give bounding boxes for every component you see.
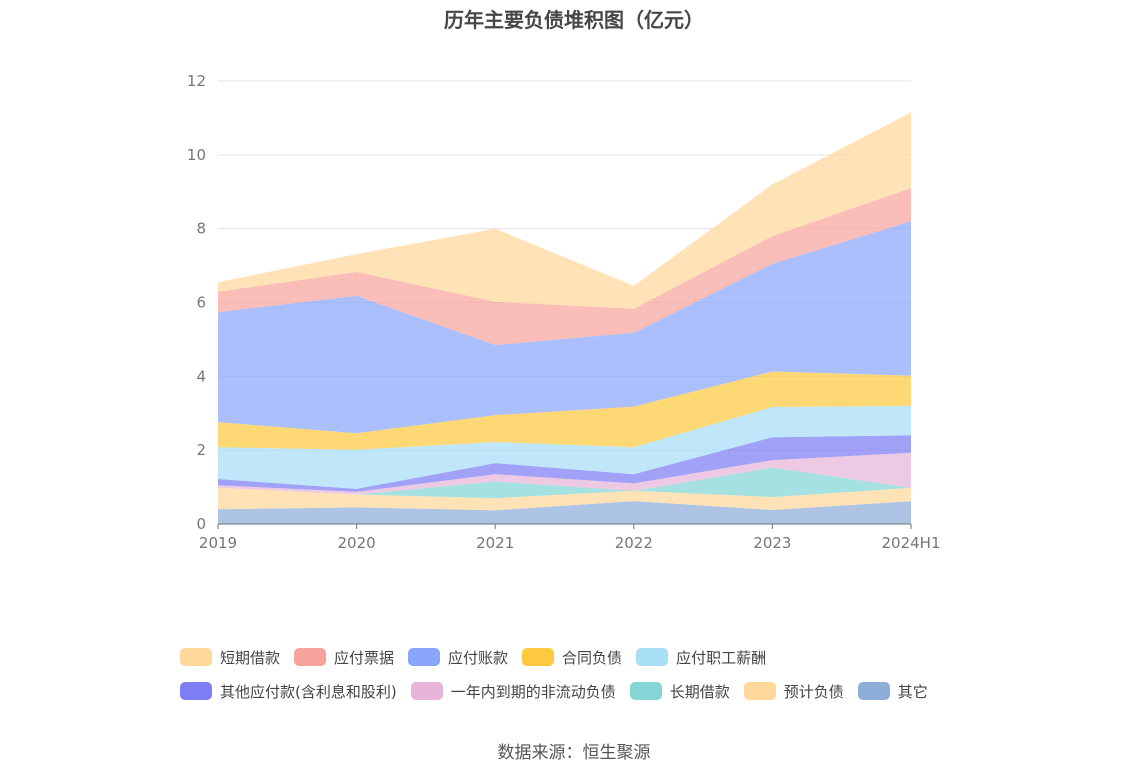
area-series-8 bbox=[218, 188, 911, 345]
x-tick-label: 2024H1 bbox=[882, 534, 941, 552]
x-tick-label: 2020 bbox=[338, 534, 376, 552]
area-series-9 bbox=[218, 112, 911, 309]
legend-label: 应付票据 bbox=[334, 648, 395, 667]
legend-label: 合同负债 bbox=[562, 648, 623, 667]
area-series-layer bbox=[218, 112, 911, 524]
area-series-1 bbox=[218, 487, 911, 511]
area-series-0 bbox=[218, 501, 911, 524]
y-tick-label: 2 bbox=[196, 441, 206, 459]
area-series-7 bbox=[218, 221, 911, 434]
area-series-6 bbox=[218, 371, 911, 450]
legend-label: 应付职工薪酬 bbox=[676, 648, 767, 667]
legend-swatch bbox=[180, 682, 212, 700]
axes: 0 2 4 6 8 10 12 2019 2020 2021 2022 2023 2024H1 bbox=[187, 72, 941, 552]
legend-swatch bbox=[743, 682, 776, 700]
legend-label: 一年内到期的非流动负债 bbox=[450, 682, 616, 701]
y-tick-label: 6 bbox=[196, 294, 206, 312]
chart-title: 历年主要负债堆积图（亿元） bbox=[444, 8, 704, 32]
data-source-note: 数据来源：恒生聚源 bbox=[497, 743, 651, 763]
y-tick-label: 10 bbox=[187, 146, 206, 164]
legend-item[interactable]: 预计负债 bbox=[743, 681, 844, 702]
area-series-3 bbox=[218, 452, 911, 495]
y-tick-label: 4 bbox=[196, 367, 206, 385]
legend-swatch bbox=[410, 682, 443, 700]
legend-label: 应付账款 bbox=[448, 648, 509, 667]
legend-swatch bbox=[408, 648, 441, 666]
legend-swatch bbox=[294, 648, 327, 666]
legend-swatch bbox=[636, 648, 669, 666]
legend-item[interactable]: 一年内到期的非流动负债 bbox=[410, 681, 616, 702]
legend-swatch bbox=[629, 682, 662, 700]
legend-item[interactable]: 应付票据 bbox=[294, 647, 394, 668]
legend-row: 其他应付款(含利息和股利) 一年内到期的非流动负债 长期借款 预计负债 其它 bbox=[180, 674, 1000, 708]
legend-item[interactable]: 其它 bbox=[857, 681, 928, 702]
legend-item[interactable]: 应付职工薪酬 bbox=[636, 647, 766, 668]
area-series-4 bbox=[218, 435, 911, 492]
x-tick-label: 2019 bbox=[199, 534, 237, 552]
y-tick-label: 0 bbox=[196, 515, 206, 533]
legend: 短期借款 应付票据 应付账款 合同负债 应付职工薪酬 其他应付款(含利息和股利) 一年内到… bbox=[180, 640, 1000, 708]
legend-swatch bbox=[522, 648, 555, 666]
x-tick-label: 2021 bbox=[476, 534, 514, 552]
legend-item[interactable]: 合同负债 bbox=[522, 647, 622, 668]
legend-item[interactable]: 其他应付款(含利息和股利) bbox=[180, 681, 397, 702]
legend-label: 预计负债 bbox=[783, 682, 844, 701]
legend-label: 其他应付款(含利息和股利) bbox=[220, 682, 397, 701]
area-series-5 bbox=[218, 405, 911, 489]
legend-label: 短期借款 bbox=[220, 648, 281, 667]
legend-item[interactable]: 应付账款 bbox=[408, 647, 508, 668]
y-tick-label: 12 bbox=[187, 72, 206, 90]
legend-swatch bbox=[180, 648, 212, 666]
x-tick-label: 2022 bbox=[615, 534, 653, 552]
legend-label: 长期借款 bbox=[669, 682, 730, 701]
legend-item[interactable]: 短期借款 bbox=[180, 647, 280, 668]
x-tick-label: 2023 bbox=[753, 534, 791, 552]
y-tick-label: 8 bbox=[196, 220, 206, 238]
legend-item[interactable]: 长期借款 bbox=[629, 681, 730, 702]
area-series-2 bbox=[218, 467, 911, 499]
legend-label: 其它 bbox=[897, 682, 928, 701]
legend-swatch bbox=[857, 682, 890, 700]
legend-row: 短期借款 应付票据 应付账款 合同负债 应付职工薪酬 bbox=[180, 640, 1000, 674]
